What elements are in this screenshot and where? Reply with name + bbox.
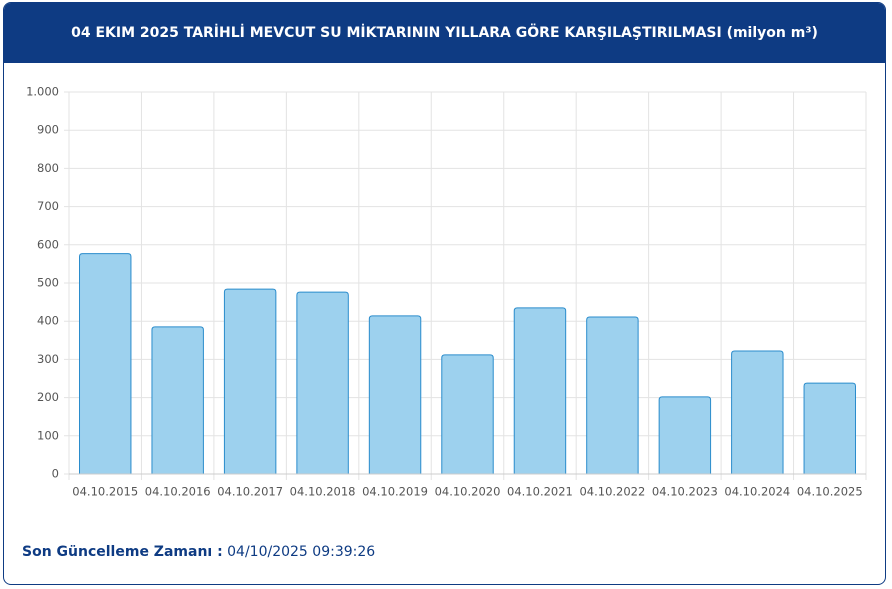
- x-tick-label: 04.10.2021: [507, 485, 573, 499]
- bar: [586, 316, 639, 475]
- chart-title: 04 EKIM 2025 TARİHLİ MEVCUT SU MİKTARINI…: [4, 3, 885, 63]
- x-tick-label: 04.10.2024: [724, 485, 790, 499]
- bar: [79, 253, 132, 475]
- bar: [731, 350, 784, 475]
- bar: [513, 307, 567, 475]
- y-tick-label: 500: [37, 276, 59, 290]
- y-tick-label: 1.000: [26, 85, 59, 99]
- x-tick-label: 04.10.2018: [290, 485, 356, 499]
- bar: [151, 326, 204, 475]
- footer-label: Son Güncelleme Zamanı :: [22, 544, 223, 560]
- y-tick-label: 100: [37, 428, 59, 442]
- y-tick-label: 300: [37, 352, 59, 366]
- bar: [658, 396, 712, 475]
- bar: [441, 354, 494, 475]
- bar: [803, 382, 856, 475]
- bar: [223, 288, 277, 475]
- y-tick-label: 800: [37, 161, 59, 175]
- footer: Son Güncelleme Zamanı : 04/10/2025 09:39…: [22, 544, 375, 560]
- x-tick-label: 04.10.2022: [579, 485, 645, 499]
- y-tick-label: 200: [37, 390, 59, 404]
- x-tick-label: 04.10.2015: [72, 485, 138, 499]
- x-tick-label: 04.10.2020: [435, 485, 501, 499]
- y-tick-label: 0: [52, 467, 59, 481]
- x-tick-label: 04.10.2017: [217, 485, 283, 499]
- x-tick-label: 04.10.2023: [652, 485, 718, 499]
- x-tick-label: 04.10.2019: [362, 485, 428, 499]
- y-tick-label: 700: [37, 199, 59, 213]
- footer-value: 04/10/2025 09:39:26: [227, 544, 376, 560]
- x-tick-label: 04.10.2025: [797, 485, 863, 499]
- x-tick-label: 04.10.2016: [145, 485, 211, 499]
- card: 04 EKIM 2025 TARİHLİ MEVCUT SU MİKTARINI…: [3, 2, 886, 585]
- y-tick-label: 400: [37, 314, 59, 328]
- y-tick-label: 600: [37, 237, 59, 251]
- y-tick-label: 900: [37, 123, 59, 137]
- bar: [368, 315, 422, 475]
- bar: [296, 291, 349, 475]
